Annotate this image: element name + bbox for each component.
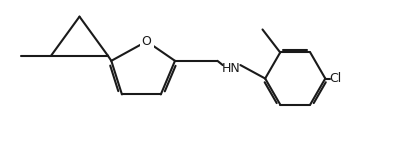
Text: HN: HN [222, 62, 241, 75]
Text: Cl: Cl [330, 72, 342, 85]
Text: O: O [142, 35, 152, 48]
